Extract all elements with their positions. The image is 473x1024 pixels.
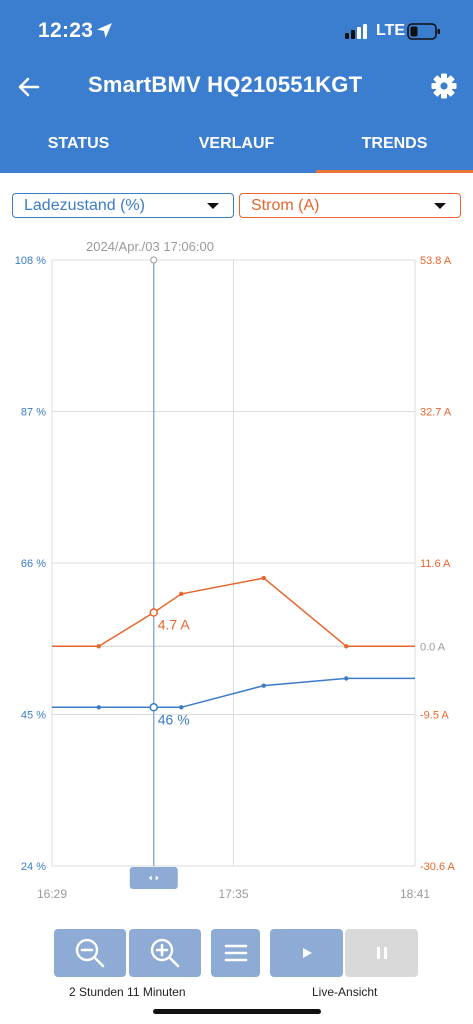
status-time: 12:23 xyxy=(38,19,94,42)
zoom-out-icon xyxy=(75,938,105,968)
chart-grid xyxy=(51,259,416,867)
back-arrow-icon[interactable] xyxy=(16,74,42,100)
right-axis-tick-label: -9.5 A xyxy=(420,710,449,722)
series-point xyxy=(179,591,184,597)
page-title: SmartBMV HQ210551KGT xyxy=(88,72,363,97)
network-type: LTE xyxy=(376,22,406,39)
cursor-value-label: 4.7 A xyxy=(158,617,191,633)
app-header: 12:23 LTE SmartBMV HQ210551KGT xyxy=(0,0,473,173)
cursor-value-label: 46 % xyxy=(158,711,190,727)
pause-icon xyxy=(376,947,387,959)
battery-icon xyxy=(407,23,440,40)
cellular-signal-icon xyxy=(345,24,367,39)
left-series-select[interactable]: Ladezustand (%) xyxy=(12,193,234,218)
x-axis-tick-label: 16:29 xyxy=(37,887,67,901)
right-axis-tick-label: 53.8 A xyxy=(420,255,452,267)
right-axis-tick-label: 11.6 A xyxy=(420,558,451,570)
zoom-in-icon xyxy=(150,938,180,968)
left-axis-tick-label: 108 % xyxy=(15,255,46,267)
series-point xyxy=(344,676,349,681)
live-view-label: Live-Ansicht xyxy=(312,985,378,999)
left-axis-tick-label: 24 % xyxy=(21,861,46,873)
tab-verlauf[interactable]: VERLAUF xyxy=(198,135,275,152)
drag-arrows-icon xyxy=(148,875,159,881)
right-axis-tick-label: 0.0 A xyxy=(420,641,446,653)
tab-status[interactable]: STATUS xyxy=(47,135,110,152)
title-bar: SmartBMV HQ210551KGT xyxy=(0,60,473,114)
zoom-in-button[interactable] xyxy=(129,929,201,977)
right-axis: 53.8 A 32.7 A 11.6 A 0.0 A -9.5 A -30.6 A xyxy=(420,255,456,873)
right-series-select[interactable]: Strom (A) xyxy=(239,193,461,218)
right-axis-tick-label: -30.6 A xyxy=(420,861,456,873)
right-series-label: Strom (A) xyxy=(251,197,320,214)
zoom-out-button[interactable] xyxy=(54,929,126,977)
left-axis: 108 % 87 % 66 % 45 % 24 % xyxy=(15,255,46,873)
cursor-point xyxy=(149,608,158,617)
play-button[interactable] xyxy=(270,929,343,977)
x-axis-tick-label: 17:35 xyxy=(218,887,248,901)
series-point xyxy=(261,683,266,688)
series-point xyxy=(344,644,349,649)
left-axis-tick-label: 66 % xyxy=(21,558,46,570)
chevron-down-icon xyxy=(207,203,219,209)
series-point xyxy=(96,644,101,649)
series-point xyxy=(261,575,266,581)
status-bar: 12:23 LTE xyxy=(0,0,473,60)
chart-cursor[interactable]: 2024/Apr./03 17:06:00 46 % 4.7 A xyxy=(86,239,214,889)
play-icon xyxy=(302,948,312,958)
series-point xyxy=(179,705,184,710)
menu-icon xyxy=(224,944,247,962)
x-axis-tick-label: 18:41 xyxy=(400,887,430,901)
trend-chart[interactable]: 108 % 87 % 66 % 45 % 24 % 53.8 A 32.7 A 11.6 A… xyxy=(0,226,473,916)
chevron-down-icon xyxy=(434,203,446,209)
left-axis-tick-label: 45 % xyxy=(21,710,46,722)
tab-bar: STATUS VERLAUF TRENDS xyxy=(0,124,473,173)
tab-trends[interactable]: TRENDS xyxy=(316,124,473,173)
time-range-label: 2 Stunden 11 Minuten xyxy=(69,985,186,999)
left-series-label: Ladezustand (%) xyxy=(24,197,145,214)
cursor-drag-handle xyxy=(129,867,178,889)
gear-icon[interactable] xyxy=(431,73,457,99)
location-arrow-icon xyxy=(97,23,112,38)
cursor-point xyxy=(149,703,158,712)
cursor-top-handle xyxy=(150,256,158,264)
left-axis-tick-label: 87 % xyxy=(21,407,46,419)
menu-button[interactable] xyxy=(211,929,260,977)
home-indicator xyxy=(153,1009,321,1014)
right-axis-tick-label: 32.7 A xyxy=(420,407,452,419)
cursor-timestamp: 2024/Apr./03 17:06:00 xyxy=(86,239,214,254)
x-axis: 16:29 17:35 18:41 xyxy=(37,887,430,901)
pause-button[interactable] xyxy=(345,929,418,977)
series-point xyxy=(96,705,101,710)
